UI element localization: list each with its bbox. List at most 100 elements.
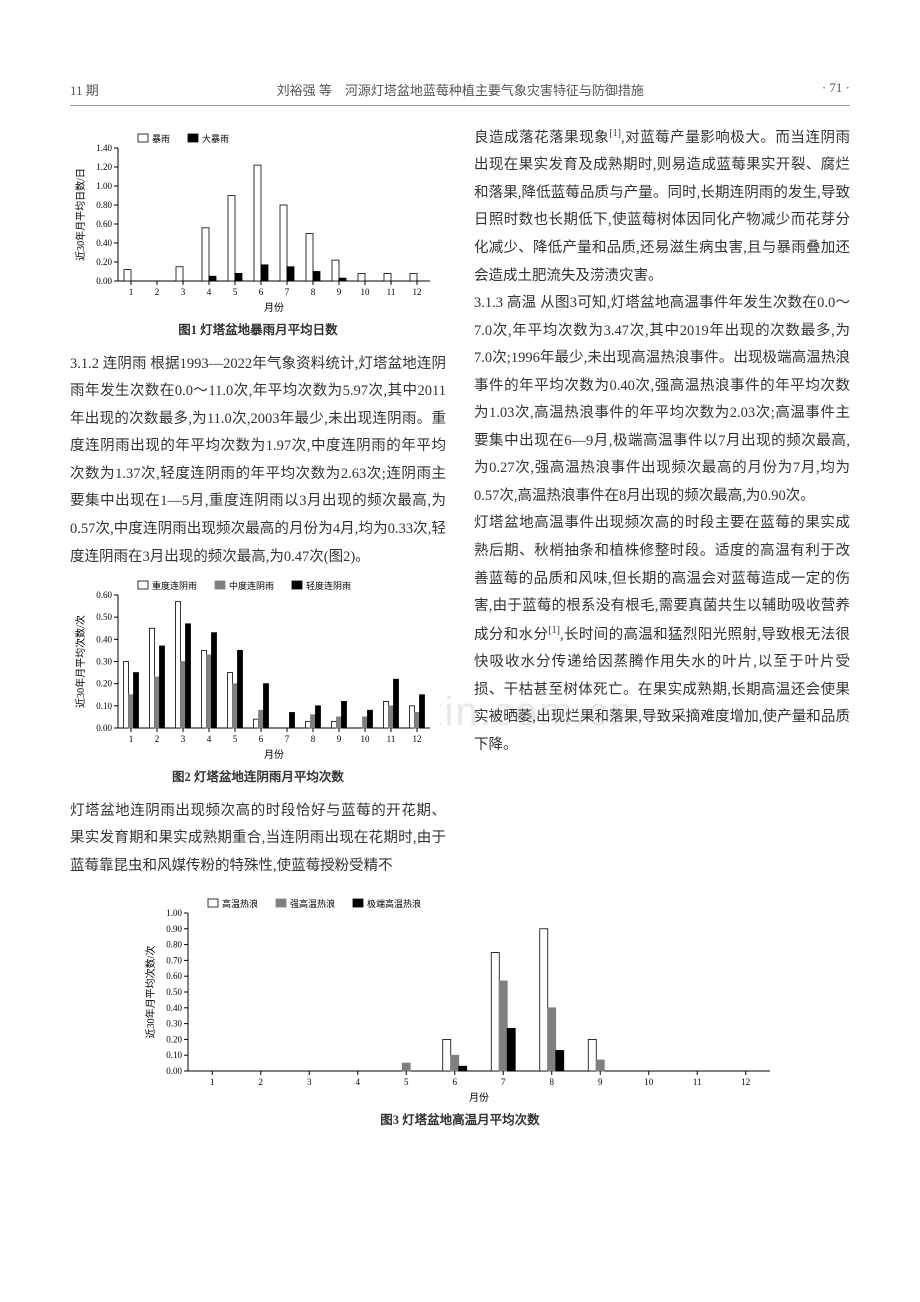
right-column: 良造成落花落果现象[1],对蓝莓产量影响极大。而当连阴雨出现在果实发育及成熟期时… — [474, 124, 850, 881]
svg-text:10: 10 — [361, 287, 371, 297]
svg-text:1: 1 — [210, 1077, 215, 1087]
svg-text:11: 11 — [387, 287, 396, 297]
svg-text:8: 8 — [550, 1077, 555, 1087]
svg-text:6: 6 — [453, 1077, 458, 1087]
svg-text:5: 5 — [404, 1077, 409, 1087]
figure-2: 0.000.100.200.300.400.500.60123456789101… — [70, 577, 446, 790]
svg-text:12: 12 — [741, 1077, 750, 1087]
svg-text:月份: 月份 — [264, 302, 284, 314]
svg-text:0.00: 0.00 — [166, 1066, 182, 1076]
header-center: 刘裕强 等 河源灯塔盆地蓝莓种植主要气象灾害特征与防御措施 — [277, 80, 644, 99]
chart3-svg: 0.000.100.200.300.400.500.600.700.800.90… — [140, 895, 780, 1105]
svg-text:0.30: 0.30 — [96, 657, 112, 667]
right-para3-a: 灯塔盆地高温事件出现频次高的时段主要在蓝莓的果实成熟后期、秋梢抽条和植株修整时段… — [474, 515, 850, 642]
svg-text:11: 11 — [387, 734, 396, 744]
svg-text:0.60: 0.60 — [96, 590, 112, 600]
figure-2-caption: 图2 灯塔盆地连阴雨月平均次数 — [70, 766, 446, 790]
svg-text:6: 6 — [259, 734, 264, 744]
section-312-text: 3.1.2 连阴雨 根据1993—2022年气象资料统计,灯塔盆地连阴雨年发生次… — [70, 351, 446, 571]
two-column-body: 0.000.200.400.600.801.001.201.4012345678… — [70, 124, 850, 881]
svg-text:1.00: 1.00 — [166, 908, 182, 918]
page: 11 期 刘裕强 等 河源灯塔盆地蓝莓种植主要气象灾害特征与防御措施 · 71 … — [0, 0, 920, 1176]
svg-text:1: 1 — [129, 734, 134, 744]
svg-text:5: 5 — [233, 287, 238, 297]
svg-text:3: 3 — [181, 287, 186, 297]
right-para1-a: 良造成落花落果现象 — [474, 130, 609, 146]
svg-text:7: 7 — [285, 734, 290, 744]
svg-text:高温热浪: 高温热浪 — [222, 898, 258, 909]
svg-text:0.40: 0.40 — [166, 1002, 182, 1012]
svg-text:5: 5 — [233, 734, 238, 744]
svg-text:3: 3 — [181, 734, 186, 744]
page-number: · 71 · — [822, 80, 850, 99]
svg-text:12: 12 — [413, 734, 422, 744]
svg-text:10: 10 — [644, 1077, 654, 1087]
svg-text:0.20: 0.20 — [96, 679, 112, 689]
svg-text:0.80: 0.80 — [96, 200, 112, 210]
svg-text:9: 9 — [337, 287, 342, 297]
svg-text:10: 10 — [361, 734, 371, 744]
svg-text:轻度连阴雨: 轻度连阴雨 — [306, 580, 351, 591]
svg-text:1.40: 1.40 — [96, 143, 112, 153]
right-para3-b: ,长时间的高温和猛烈阳光照射,导致根无法很快吸收水分传递给因蒸腾作用失水的叶片,… — [474, 627, 850, 753]
issue-number: 11 期 — [70, 80, 99, 99]
figure-3: 0.000.100.200.300.400.500.600.700.800.90… — [70, 895, 850, 1128]
svg-text:近30年月平均日数/日: 近30年月平均日数/日 — [74, 168, 87, 261]
right-para1-b: ,对蓝莓产量影响极大。而当连阴雨出现在果实发育及成熟期时,则易造成蓝莓果实开裂、… — [474, 130, 850, 284]
figure-1: 0.000.200.400.600.801.001.201.4012345678… — [70, 130, 446, 343]
svg-text:9: 9 — [598, 1077, 603, 1087]
svg-text:1.00: 1.00 — [96, 181, 112, 191]
chart2-svg: 0.000.100.200.300.400.500.60123456789101… — [70, 577, 440, 762]
right-para3: 灯塔盆地高温事件出现频次高的时段主要在蓝莓的果实成熟后期、秋梢抽条和植株修整时段… — [474, 510, 850, 759]
svg-text:0.10: 0.10 — [96, 701, 112, 711]
svg-text:7: 7 — [501, 1077, 506, 1087]
svg-text:0.40: 0.40 — [96, 238, 112, 248]
citation-2: [1] — [548, 625, 560, 636]
citation-1: [1] — [609, 128, 621, 139]
svg-text:6: 6 — [259, 287, 264, 297]
svg-text:0.00: 0.00 — [96, 276, 112, 286]
svg-text:8: 8 — [311, 287, 316, 297]
figure-1-caption: 图1 灯塔盆地暴雨月平均日数 — [70, 319, 446, 343]
chart1-svg: 0.000.200.400.600.801.001.201.4012345678… — [70, 130, 440, 315]
svg-text:月份: 月份 — [469, 1092, 489, 1104]
svg-text:0.60: 0.60 — [166, 971, 182, 981]
svg-text:11: 11 — [693, 1077, 702, 1087]
svg-text:12: 12 — [413, 287, 422, 297]
svg-text:2: 2 — [155, 287, 160, 297]
svg-text:1.20: 1.20 — [96, 162, 112, 172]
svg-text:0.90: 0.90 — [166, 923, 182, 933]
left-column: 0.000.200.400.600.801.001.201.4012345678… — [70, 124, 446, 881]
svg-text:4: 4 — [207, 287, 212, 297]
svg-text:近30年月平均次数/次: 近30年月平均次数/次 — [74, 615, 87, 708]
svg-text:1: 1 — [129, 287, 134, 297]
right-para1: 良造成落花落果现象[1],对蓝莓产量影响极大。而当连阴雨出现在果实发育及成熟期时… — [474, 124, 850, 290]
svg-text:7: 7 — [285, 287, 290, 297]
svg-text:大暴雨: 大暴雨 — [202, 133, 229, 144]
svg-text:中度连阴雨: 中度连阴雨 — [229, 580, 274, 591]
svg-text:0.20: 0.20 — [166, 1034, 182, 1044]
figure-3-caption: 图3 灯塔盆地高温月平均次数 — [70, 1109, 850, 1128]
svg-text:强高温热浪: 强高温热浪 — [290, 898, 335, 909]
svg-text:0.00: 0.00 — [96, 723, 112, 733]
svg-text:极端高温热浪: 极端高温热浪 — [367, 898, 421, 909]
svg-text:3: 3 — [307, 1077, 312, 1087]
page-header: 11 期 刘裕强 等 河源灯塔盆地蓝莓种植主要气象灾害特征与防御措施 · 71 … — [70, 80, 850, 106]
svg-text:0.80: 0.80 — [166, 939, 182, 949]
svg-text:月份: 月份 — [264, 749, 284, 761]
svg-text:9: 9 — [337, 734, 342, 744]
svg-text:近30年月平均次数/次: 近30年月平均次数/次 — [144, 945, 157, 1038]
left-para2: 灯塔盆地连阴雨出现频次高的时段恰好与蓝莓的开花期、果实发育期和果实成熟期重合,当… — [70, 798, 446, 881]
svg-text:8: 8 — [311, 734, 316, 744]
svg-text:0.50: 0.50 — [96, 612, 112, 622]
svg-text:0.60: 0.60 — [96, 219, 112, 229]
svg-text:0.10: 0.10 — [166, 1050, 182, 1060]
svg-text:重度连阴雨: 重度连阴雨 — [152, 580, 197, 591]
svg-text:0.50: 0.50 — [166, 987, 182, 997]
header-authors: 刘裕强 等 — [277, 83, 332, 98]
svg-text:4: 4 — [207, 734, 212, 744]
section-313-text: 3.1.3 高温 从图3可知,灯塔盆地高温事件年发生次数在0.0～7.0次,年平… — [474, 290, 850, 510]
svg-text:2: 2 — [155, 734, 160, 744]
header-title: 河源灯塔盆地蓝莓种植主要气象灾害特征与防御措施 — [345, 83, 644, 98]
svg-text:0.70: 0.70 — [166, 955, 182, 965]
